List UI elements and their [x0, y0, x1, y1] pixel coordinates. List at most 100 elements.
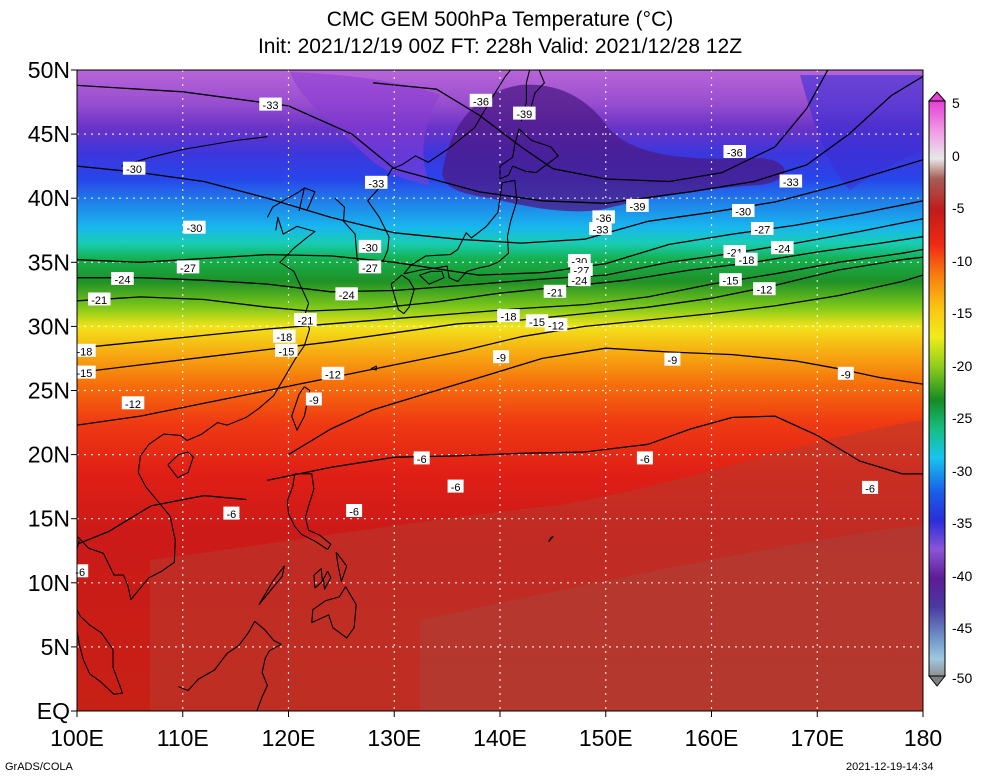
contour-label: -12	[321, 366, 345, 381]
cold-region-north	[290, 72, 440, 185]
contour-label: -30	[183, 220, 206, 235]
contour-label-text: -6	[349, 507, 359, 519]
colorbar-label-m30: -30	[952, 463, 972, 479]
contour-label-text: -9	[496, 353, 506, 365]
contour-label-text: -39	[630, 201, 646, 213]
y-tick-label: 25N	[28, 378, 70, 404]
contour-label: -30	[122, 161, 146, 176]
coastline	[322, 571, 332, 590]
contour-label: -27	[751, 222, 774, 237]
isotherm-m18	[77, 248, 923, 349]
colorbar-label-m15: -15	[952, 305, 972, 321]
contour-label-text: -30	[362, 242, 378, 254]
coastline	[286, 473, 332, 551]
contour-label: -6	[862, 480, 879, 495]
contour-label: -36	[469, 93, 493, 108]
contour-label-text: -15	[529, 317, 545, 329]
map-subtitle: Init: 2021/12/19 00Z FT: 228h Valid: 202…	[257, 35, 743, 58]
footer-software-credit: GrADS/COLA	[5, 761, 73, 773]
contour-label: -21	[88, 292, 111, 307]
contour-label-text: -12	[548, 321, 564, 333]
contour-label: -33	[259, 97, 282, 112]
contour-label-text: -15	[278, 346, 294, 358]
contour-label-text: -18	[276, 332, 292, 344]
contour-label-text: -30	[186, 223, 202, 235]
contour-label: -33	[779, 174, 803, 189]
isotherm-m6	[267, 415, 923, 481]
coastline	[266, 187, 305, 218]
contour-label-text: -36	[596, 213, 612, 225]
contour-label-text: -6	[640, 454, 650, 466]
contour-label-text: -33	[263, 100, 279, 112]
coastline	[178, 621, 256, 692]
coastline	[121, 136, 268, 167]
x-tick-label: 120E	[262, 725, 316, 751]
y-tick-label: 20N	[28, 442, 70, 468]
coastline	[77, 540, 124, 695]
colorbar-label-m20: -20	[952, 358, 972, 374]
contour-label-text: -18	[76, 346, 92, 358]
contour-label: -21	[294, 313, 317, 328]
contour-label: -24	[335, 287, 358, 302]
map-title: CMC GEM 500hPa Temperature (°C)	[326, 8, 674, 31]
coastline	[530, 70, 545, 109]
y-tick-label: EQ	[37, 698, 70, 724]
contour-label: -21	[543, 284, 567, 299]
coastline	[77, 216, 316, 601]
isotherm-m33	[77, 75, 923, 204]
coastline	[335, 551, 348, 583]
contour-label: -18	[73, 343, 96, 358]
y-tick-label: 45N	[28, 121, 70, 147]
contour-label-text: -12	[125, 399, 141, 411]
contour-label: -15	[73, 365, 96, 380]
coastlines	[77, 70, 559, 711]
contour-label: -27	[358, 260, 382, 275]
x-tick-label: 150E	[579, 725, 633, 751]
contour-label-text: -6	[451, 482, 461, 494]
colorbar-label-m10: -10	[952, 253, 972, 269]
contour-label: -6	[346, 504, 363, 519]
x-tick-label: 140E	[473, 725, 527, 751]
contour-label-text: -6	[227, 509, 237, 521]
contour-label: -36	[723, 145, 746, 160]
y-tick-label: 50N	[28, 57, 70, 83]
contour-label-text: -24	[571, 276, 587, 288]
contour-label-text: -27	[754, 225, 770, 237]
isotherm-m12	[77, 274, 923, 426]
footer-timestamp: 2021-12-19-14:34	[846, 761, 934, 773]
contour-label-text: -39	[516, 109, 532, 121]
contour-label: -9	[305, 392, 322, 407]
contour-label: -15	[719, 273, 742, 288]
coastline	[258, 565, 285, 605]
colorbar-label-m40: -40	[952, 568, 972, 584]
contour-label-text: -21	[547, 287, 563, 299]
coastline	[334, 70, 512, 268]
lat-lon-grid	[77, 70, 923, 711]
isotherm-m36	[373, 70, 829, 183]
y-tick-label: 5N	[41, 634, 70, 660]
contour-label-text: -27	[180, 263, 196, 275]
contour-label-text: -27	[362, 263, 378, 275]
contour-labels: -33 -36-39-36-33-39-36-33-30-27-24-30-30-…	[72, 93, 879, 579]
contour-label-text: -21	[91, 295, 107, 307]
contour-label: -39	[626, 198, 649, 213]
contour-label: -30	[358, 239, 382, 254]
color-bar: 5 0 -5 -10 -15 -20 -25 -30 -35 -40 -45 -…	[927, 91, 972, 687]
isotherm-m6	[77, 494, 247, 545]
coastline	[499, 128, 559, 180]
y-tick-label: 10N	[28, 570, 70, 596]
y-tick-label: 40N	[28, 185, 70, 211]
warm-region-southeast	[420, 525, 923, 711]
contour-label-text: -24	[115, 275, 131, 287]
coastline	[313, 568, 323, 589]
contour-label-text: -15	[723, 276, 739, 288]
longitude-axis: 100E 110E 120E 130E 140E 150E 160E 170E 180	[50, 711, 942, 751]
contour-label-text: -12	[756, 285, 772, 297]
contour-label: -12	[544, 318, 568, 333]
contour-label-text: -18	[738, 255, 754, 267]
x-tick-label: 160E	[685, 725, 739, 751]
coastline	[419, 270, 445, 285]
contour-label: -6	[413, 451, 430, 466]
contour-label: -6	[223, 506, 240, 521]
